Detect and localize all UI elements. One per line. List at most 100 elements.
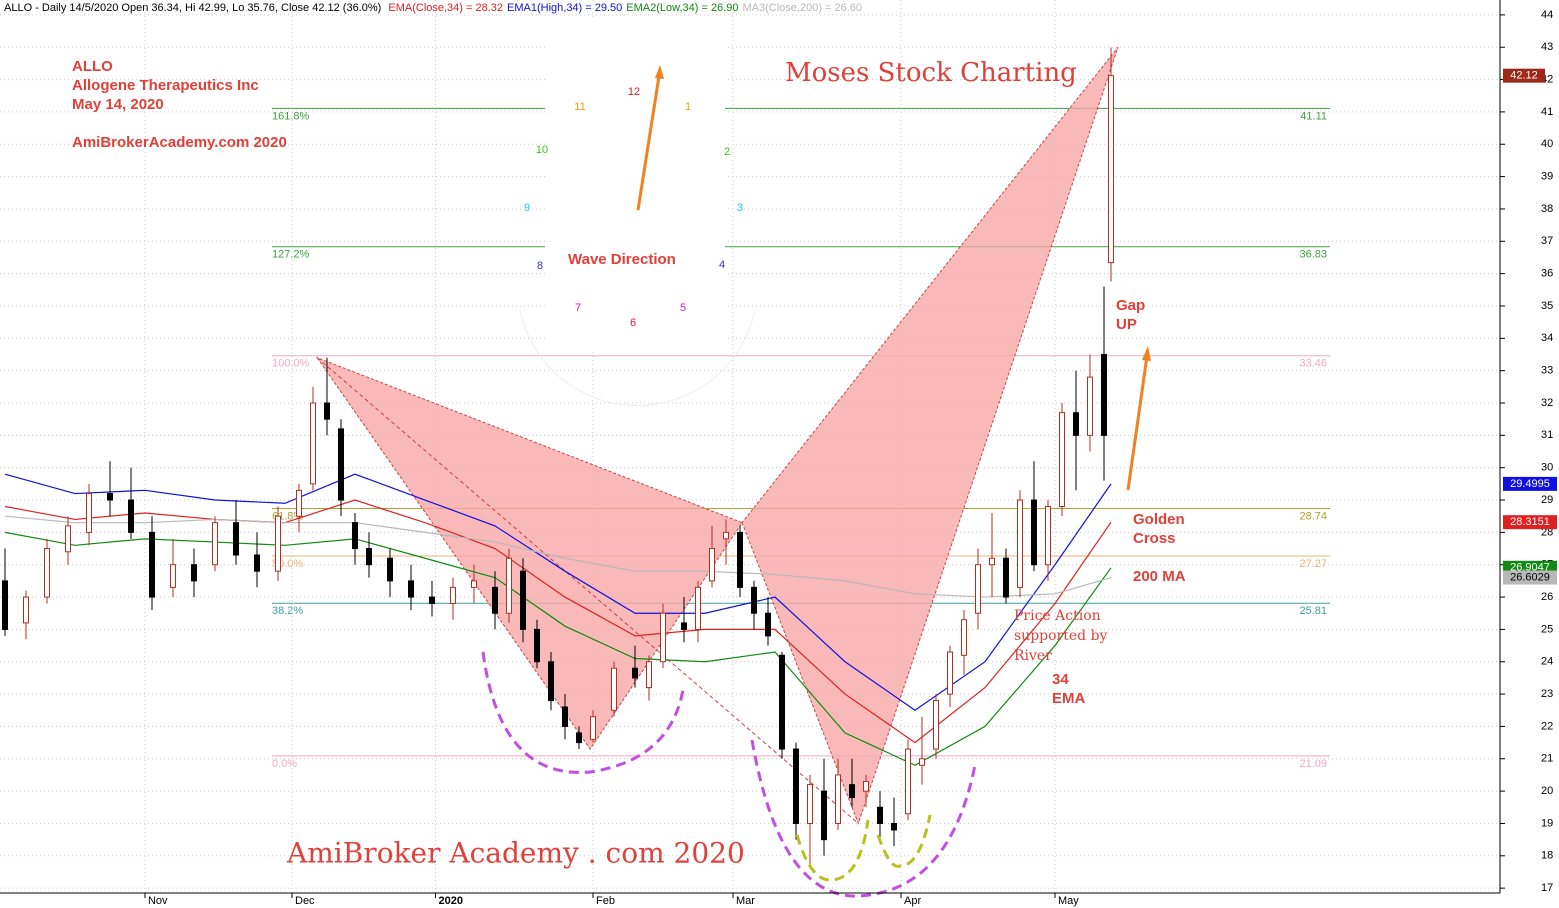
candle-body xyxy=(492,586,499,614)
candle-body xyxy=(576,732,583,744)
arcs xyxy=(481,651,977,898)
x-tick-label: Dec xyxy=(295,895,315,907)
candle-body xyxy=(863,780,870,792)
y-tick-label: 41 xyxy=(1541,106,1553,118)
candle-body xyxy=(681,622,688,630)
y-tick-label: 36 xyxy=(1541,268,1553,280)
candle-body xyxy=(520,570,527,630)
clock-number: 11 xyxy=(574,101,585,113)
ema-label: 34 xyxy=(1052,671,1069,688)
company: Allogene Therapeutics Inc xyxy=(72,77,259,94)
candle-body xyxy=(975,564,982,614)
y-tick-label: 29 xyxy=(1541,494,1553,506)
value-box-label: 42.12 xyxy=(1510,70,1538,82)
candle-body xyxy=(1,580,8,630)
legend-entry: EMA1(High,34) = 29.50 xyxy=(507,2,622,14)
y-tick-label: 25 xyxy=(1541,623,1553,635)
candle-body xyxy=(632,667,639,679)
candle-body xyxy=(506,557,513,614)
ema-label: EMA xyxy=(1052,690,1086,707)
y-tick-label: 33 xyxy=(1541,365,1553,377)
cross-label: Golden xyxy=(1133,511,1185,528)
value-box xyxy=(1503,570,1557,585)
candle-body xyxy=(821,790,828,841)
value-box xyxy=(1503,476,1557,491)
candle-body xyxy=(1108,75,1115,264)
y-tick-label: 31 xyxy=(1541,429,1553,441)
y-tick-label: 35 xyxy=(1541,300,1553,312)
arrow-head xyxy=(1142,346,1151,361)
candle-body xyxy=(64,525,71,553)
clock xyxy=(519,20,756,407)
clock-hand xyxy=(636,69,662,211)
candle-body xyxy=(106,493,113,501)
clock-face xyxy=(545,20,725,350)
candle-body xyxy=(562,706,569,727)
fib-label: 0.0% xyxy=(272,758,297,770)
value-box-label: 28.3151 xyxy=(1510,516,1550,528)
value-box-label: 29.4995 xyxy=(1510,478,1550,490)
clock-number: 12 xyxy=(628,86,640,98)
fib-value: 25.81 xyxy=(1299,605,1327,617)
candle-body xyxy=(127,499,134,533)
x-tick-label: Apr xyxy=(904,895,921,907)
candle-body xyxy=(660,612,667,663)
candle-body xyxy=(905,748,912,815)
x-tick-label: May xyxy=(1058,895,1079,907)
x-tick-label: Mar xyxy=(736,895,755,907)
footer: AmiBroker Academy . com 2020 xyxy=(286,837,745,870)
clock-number: 5 xyxy=(680,302,686,314)
candle-body xyxy=(695,586,702,630)
legend-entry: EMA(Close,34) = 28.32 xyxy=(388,2,503,14)
clock-hand-tip xyxy=(655,65,664,79)
ma200-label: 200 MA xyxy=(1133,568,1186,585)
wave-label: Wave Direction xyxy=(568,251,676,268)
arc xyxy=(750,739,977,898)
candle-body xyxy=(43,548,50,598)
river-label: supported by xyxy=(1014,628,1108,644)
y-tick-label: 21 xyxy=(1541,753,1553,765)
candle-body xyxy=(723,531,730,540)
candle-body xyxy=(849,784,856,799)
candle-body xyxy=(366,548,373,566)
y-tick-label: 34 xyxy=(1541,332,1553,344)
candle-body xyxy=(1059,412,1066,507)
candle-body xyxy=(933,700,940,750)
y-tick-label: 32 xyxy=(1541,397,1553,409)
candle-body xyxy=(211,522,218,566)
candle-body xyxy=(1087,376,1094,436)
y-tick-label: 28 xyxy=(1541,526,1553,538)
candle-body xyxy=(310,402,317,485)
y-tick-label: 30 xyxy=(1541,462,1553,474)
clock-number: 7 xyxy=(575,302,581,314)
clock-number: 10 xyxy=(536,144,548,156)
pattern-triangle xyxy=(741,46,1119,825)
y-tick-label: 38 xyxy=(1541,203,1553,215)
y-tick-label: 39 xyxy=(1541,171,1553,183)
candle-body xyxy=(709,548,716,582)
fib-label: 161.8% xyxy=(272,110,310,122)
candle-body xyxy=(254,554,261,572)
pattern-triangle xyxy=(315,356,743,750)
candle-body xyxy=(590,716,597,740)
y-tick-label: 18 xyxy=(1541,850,1553,862)
candle-body xyxy=(275,515,282,572)
river-label: Price Action xyxy=(1014,608,1101,624)
candle-body xyxy=(387,557,394,582)
header-main: ALLO - Daily 14/5/2020 Open 36.34, Hi 42… xyxy=(4,2,381,14)
indicator-line xyxy=(4,515,1112,598)
site: AmiBrokerAcademy.com 2020 xyxy=(72,134,287,151)
candle-body xyxy=(1073,412,1080,436)
x-tick-label: 2020 xyxy=(439,895,463,907)
y-tick-label: 43 xyxy=(1541,41,1553,53)
ticker: ALLO xyxy=(72,58,113,75)
candle-body xyxy=(779,654,786,750)
fib-value: 28.74 xyxy=(1299,510,1327,522)
candle-body xyxy=(793,748,800,824)
candle-body xyxy=(947,651,954,695)
clock-number: 4 xyxy=(719,259,725,271)
fib-label: 127.2% xyxy=(272,249,310,261)
candle-body xyxy=(450,586,457,605)
